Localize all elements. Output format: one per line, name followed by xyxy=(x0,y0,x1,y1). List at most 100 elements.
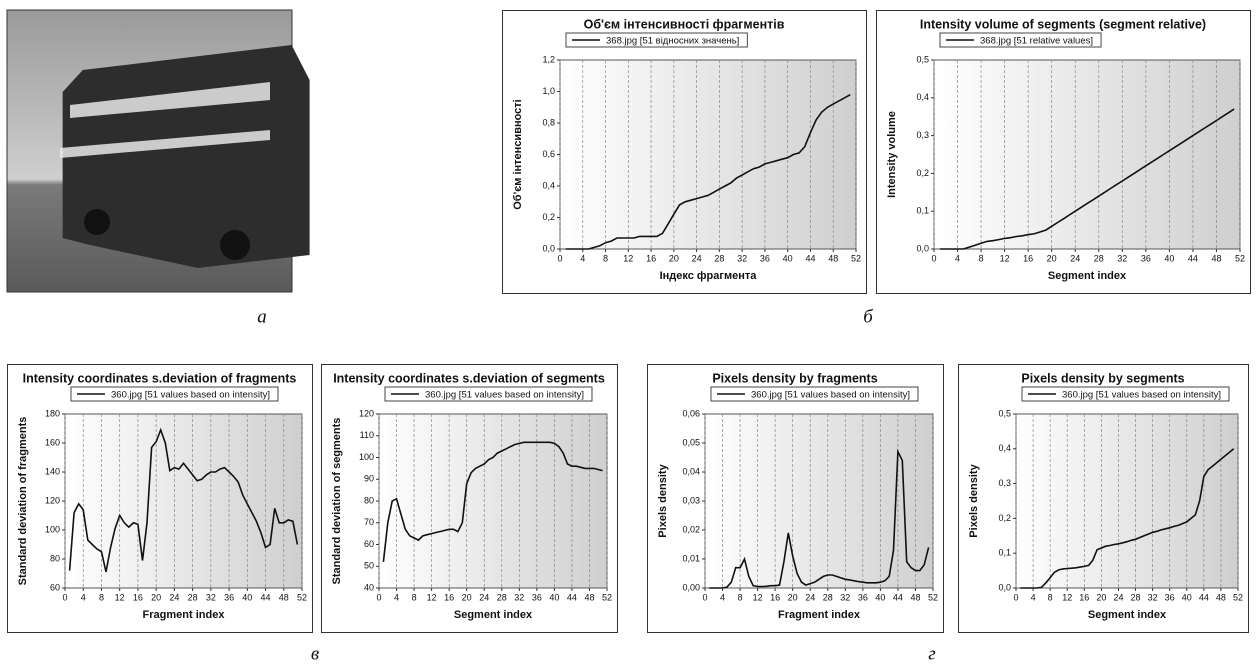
plot-area xyxy=(379,414,607,588)
x-tick-label: 16 xyxy=(444,592,454,602)
y-tick-label: 1,0 xyxy=(542,86,555,96)
x-axis-label: Segment index xyxy=(1088,609,1167,621)
x-tick-label: 12 xyxy=(427,592,437,602)
y-tick-label: 0,03 xyxy=(682,495,700,505)
x-tick-label: 8 xyxy=(979,253,984,263)
x-tick-label: 52 xyxy=(1235,253,1245,263)
y-axis-label: Intensity volume xyxy=(886,111,898,198)
x-tick-label: 16 xyxy=(133,592,143,602)
x-tick-label: 16 xyxy=(1023,253,1033,263)
x-tick-label: 44 xyxy=(893,592,903,602)
x-tick-label: 8 xyxy=(412,592,417,602)
x-tick-label: 36 xyxy=(1141,253,1151,263)
y-axis-label: Pixels density xyxy=(657,463,669,537)
y-tick-label: 0,4 xyxy=(998,443,1011,453)
x-tick-label: 40 xyxy=(783,253,793,263)
x-tick-label: 20 xyxy=(151,592,161,602)
x-tick-label: 16 xyxy=(770,592,780,602)
y-tick-label: 50 xyxy=(364,561,374,571)
x-tick-label: 20 xyxy=(669,253,679,263)
x-tick-label: 36 xyxy=(1165,592,1175,602)
legend-label: 368.jpg [51 relative values] xyxy=(980,36,1093,47)
x-tick-label: 28 xyxy=(188,592,198,602)
x-tick-label: 36 xyxy=(858,592,868,602)
y-tick-label: 0,0 xyxy=(916,243,929,253)
caption: б xyxy=(863,306,874,327)
caption: в xyxy=(311,643,319,664)
x-tick-label: 0 xyxy=(62,592,67,602)
legend: 360.jpg [51 values based on intensity] xyxy=(1022,387,1229,401)
y-tick-label: 90 xyxy=(364,474,374,484)
y-tick-label: 110 xyxy=(360,430,374,440)
caption: а xyxy=(257,306,267,327)
y-tick-label: 0,0 xyxy=(542,243,555,253)
x-tick-label: 24 xyxy=(169,592,179,602)
caption: г xyxy=(928,643,935,664)
x-axis-label: Segment index xyxy=(454,609,533,621)
x-tick-label: 8 xyxy=(1048,592,1053,602)
y-tick-label: 1,2 xyxy=(542,54,555,64)
x-tick-label: 48 xyxy=(910,592,920,602)
chart: Intensity coordinates s.deviation of fra… xyxy=(8,365,313,633)
y-tick-label: 70 xyxy=(364,517,374,527)
x-tick-label: 52 xyxy=(602,592,612,602)
x-tick-label: 12 xyxy=(1062,592,1072,602)
x-axis-label: Індекс фрагмента xyxy=(660,270,758,282)
legend-label: 360.jpg [51 values based on intensity] xyxy=(111,390,270,401)
x-tick-label: 32 xyxy=(840,592,850,602)
y-tick-label: 0,3 xyxy=(998,478,1011,488)
y-tick-label: 120 xyxy=(359,408,374,418)
x-tick-label: 20 xyxy=(1047,253,1057,263)
x-tick-label: 32 xyxy=(514,592,524,602)
y-tick-label: 120 xyxy=(45,495,60,505)
y-tick-label: 80 xyxy=(364,495,374,505)
y-tick-label: 0,2 xyxy=(542,212,555,222)
x-tick-label: 4 xyxy=(394,592,399,602)
y-axis-label: Об'єм інтенсивності xyxy=(512,99,524,210)
x-tick-label: 48 xyxy=(828,253,838,263)
x-tick-label: 20 xyxy=(1096,592,1106,602)
plot-area xyxy=(560,60,856,249)
x-tick-label: 32 xyxy=(1148,592,1158,602)
y-axis-label: Standard deviation of segments xyxy=(331,418,343,585)
x-tick-label: 52 xyxy=(297,592,307,602)
y-tick-label: 0,06 xyxy=(682,408,700,418)
x-tick-label: 24 xyxy=(1070,253,1080,263)
plot-area xyxy=(1016,414,1238,588)
chart-title: Pixels density by fragments xyxy=(712,371,877,385)
x-tick-label: 32 xyxy=(1117,253,1127,263)
x-axis-label: Fragment index xyxy=(143,609,226,621)
x-tick-label: 12 xyxy=(115,592,125,602)
x-tick-label: 48 xyxy=(279,592,289,602)
y-tick-label: 0,1 xyxy=(916,206,929,216)
x-tick-label: 12 xyxy=(753,592,763,602)
x-tick-label: 40 xyxy=(1182,592,1192,602)
y-tick-label: 100 xyxy=(359,452,374,462)
y-tick-label: 100 xyxy=(45,524,60,534)
chart-title: Pixels density by segments xyxy=(1021,371,1184,385)
x-tick-label: 4 xyxy=(580,253,585,263)
x-tick-label: 12 xyxy=(1000,253,1010,263)
y-tick-label: 0,8 xyxy=(542,117,555,127)
x-tick-label: 24 xyxy=(692,253,702,263)
x-axis-label: Fragment index xyxy=(778,609,861,621)
x-tick-label: 4 xyxy=(81,592,86,602)
x-tick-label: 44 xyxy=(1199,592,1209,602)
x-tick-label: 36 xyxy=(532,592,542,602)
y-tick-label: 180 xyxy=(45,408,60,418)
x-tick-label: 8 xyxy=(603,253,608,263)
x-tick-label: 20 xyxy=(462,592,472,602)
chart: Intensity coordinates s.deviation of seg… xyxy=(322,365,618,633)
x-tick-label: 40 xyxy=(1164,253,1174,263)
x-tick-label: 12 xyxy=(623,253,633,263)
x-tick-label: 32 xyxy=(206,592,216,602)
legend: 368.jpg [51 відносних значень] xyxy=(566,33,747,47)
x-tick-label: 40 xyxy=(242,592,252,602)
y-tick-label: 0,5 xyxy=(998,408,1011,418)
legend-label: 360.jpg [51 values based on intensity] xyxy=(1062,390,1221,401)
y-tick-label: 0,01 xyxy=(682,553,700,563)
y-tick-label: 0,6 xyxy=(542,149,555,159)
plot-area xyxy=(705,414,933,588)
